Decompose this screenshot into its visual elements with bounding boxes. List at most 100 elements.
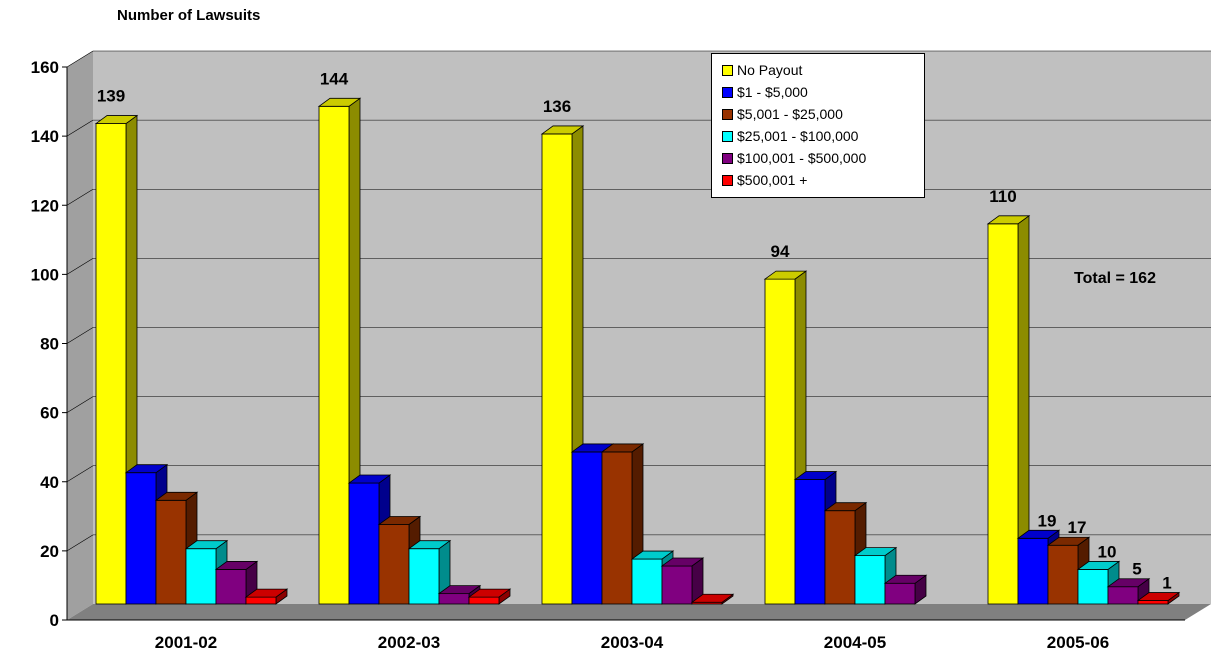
bar-front bbox=[185, 548, 217, 605]
bar-top bbox=[377, 516, 422, 525]
bar-front bbox=[884, 582, 916, 605]
legend: No Payout $1 - $5,000 $5,001 - $25,000 $25,… bbox=[711, 53, 925, 198]
bar-top bbox=[763, 270, 808, 280]
bar-top bbox=[1016, 529, 1061, 539]
x-tick-label: 2001-02 bbox=[155, 633, 217, 652]
bar-front bbox=[764, 278, 796, 605]
data-label: 17 bbox=[1068, 518, 1087, 537]
bar bbox=[467, 588, 512, 605]
bar-front bbox=[1017, 537, 1049, 605]
bar-front bbox=[854, 555, 886, 605]
legend-item: $5,001 - $25,000 bbox=[722, 103, 924, 125]
data-label: 139 bbox=[97, 87, 125, 106]
gridline-side bbox=[66, 188, 94, 206]
y-tick-label: 0 bbox=[50, 611, 59, 630]
bar-front bbox=[601, 451, 633, 605]
bar-top bbox=[540, 125, 585, 135]
bar-front bbox=[661, 565, 693, 605]
x-tick-label: 2003-04 bbox=[601, 633, 664, 652]
bar-top bbox=[347, 474, 392, 484]
bar-front bbox=[348, 482, 380, 605]
y-tick-label: 60 bbox=[40, 404, 59, 423]
y-tick-label: 80 bbox=[40, 335, 59, 354]
data-labels: 139 144 136 94 110 19 17 10 5 1 bbox=[97, 69, 1172, 592]
x-tick-label: 2002-03 bbox=[378, 633, 440, 652]
data-label: 94 bbox=[771, 242, 790, 261]
gridline-side bbox=[66, 465, 94, 483]
x-tick-label: 2004-05 bbox=[824, 633, 886, 652]
bar-top bbox=[154, 491, 199, 501]
y-axis-ticks: 0 20 40 60 80 100 120 140 160 bbox=[31, 58, 67, 630]
bar bbox=[690, 593, 735, 605]
bar-front bbox=[631, 558, 663, 605]
legend-swatch bbox=[722, 130, 733, 142]
data-label: 5 bbox=[1132, 560, 1141, 579]
bar-top bbox=[883, 574, 928, 584]
bar-top bbox=[407, 540, 452, 550]
legend-label: $25,001 - $100,000 bbox=[737, 128, 859, 144]
legend-label: $500,001 + bbox=[737, 172, 808, 188]
bar bbox=[763, 270, 808, 605]
bar-top bbox=[986, 215, 1031, 225]
plot-floor bbox=[67, 604, 1211, 620]
legend-item: $25,001 - $100,000 bbox=[722, 125, 924, 147]
bar-front bbox=[438, 593, 470, 605]
legend-label: $100,001 - $500,000 bbox=[737, 150, 867, 166]
x-tick-label: 2005-06 bbox=[1047, 633, 1109, 652]
bar-top bbox=[793, 471, 838, 480]
bar-top bbox=[437, 585, 482, 595]
bar bbox=[1136, 591, 1181, 605]
bar-top bbox=[184, 540, 229, 550]
legend-item: $1 - $5,000 bbox=[722, 81, 924, 103]
bar-front bbox=[541, 133, 573, 605]
bar-top bbox=[660, 557, 705, 567]
y-tick-label: 160 bbox=[31, 58, 59, 77]
bar bbox=[986, 215, 1031, 605]
bar-top bbox=[1106, 578, 1151, 588]
bar-top bbox=[1076, 561, 1121, 570]
bar bbox=[660, 557, 705, 605]
bar-top bbox=[1136, 592, 1181, 601]
chart-title: Number of Lawsuits bbox=[117, 7, 261, 24]
total-annotation: Total = 162 bbox=[1074, 270, 1156, 287]
bar-front bbox=[1107, 586, 1139, 605]
bar-front bbox=[125, 472, 157, 605]
bar-front bbox=[1077, 569, 1109, 605]
bar-top bbox=[600, 443, 645, 453]
bar-front bbox=[987, 223, 1019, 605]
bar-top bbox=[124, 464, 169, 474]
gridline-side bbox=[66, 258, 94, 275]
bar-front bbox=[468, 596, 500, 605]
y-tick-label: 120 bbox=[31, 196, 59, 215]
data-label: 10 bbox=[1098, 542, 1117, 561]
data-label: 144 bbox=[320, 69, 349, 88]
bar bbox=[154, 491, 199, 605]
bar-top bbox=[823, 502, 868, 512]
bar bbox=[883, 574, 928, 605]
data-label: 19 bbox=[1038, 511, 1057, 530]
y-tick-label: 40 bbox=[40, 473, 59, 492]
legend-label: No Payout bbox=[737, 62, 803, 78]
bar-front bbox=[794, 479, 826, 605]
bar-top bbox=[630, 550, 675, 560]
legend-swatch bbox=[722, 152, 733, 164]
legend-swatch bbox=[722, 174, 733, 186]
y-tick-label: 100 bbox=[31, 265, 59, 284]
x-axis-labels: 2001-02 2002-03 2003-04 2004-05 2005-06 bbox=[155, 633, 1109, 652]
bar-front bbox=[155, 499, 187, 605]
data-label: 110 bbox=[989, 187, 1016, 206]
data-label: 136 bbox=[543, 97, 571, 116]
gridline-side bbox=[66, 119, 94, 137]
bar-front bbox=[1137, 600, 1169, 605]
bar-top bbox=[94, 115, 139, 124]
bar-front bbox=[215, 569, 247, 605]
gridline-side bbox=[66, 50, 94, 68]
legend-swatch bbox=[722, 64, 733, 76]
gridline-side bbox=[66, 396, 94, 413]
y-tick-label: 20 bbox=[40, 542, 59, 561]
legend-item: $500,001 + bbox=[722, 169, 924, 191]
bar-front bbox=[318, 105, 350, 605]
bar-top bbox=[690, 593, 735, 603]
legend-label: $5,001 - $25,000 bbox=[737, 106, 843, 122]
